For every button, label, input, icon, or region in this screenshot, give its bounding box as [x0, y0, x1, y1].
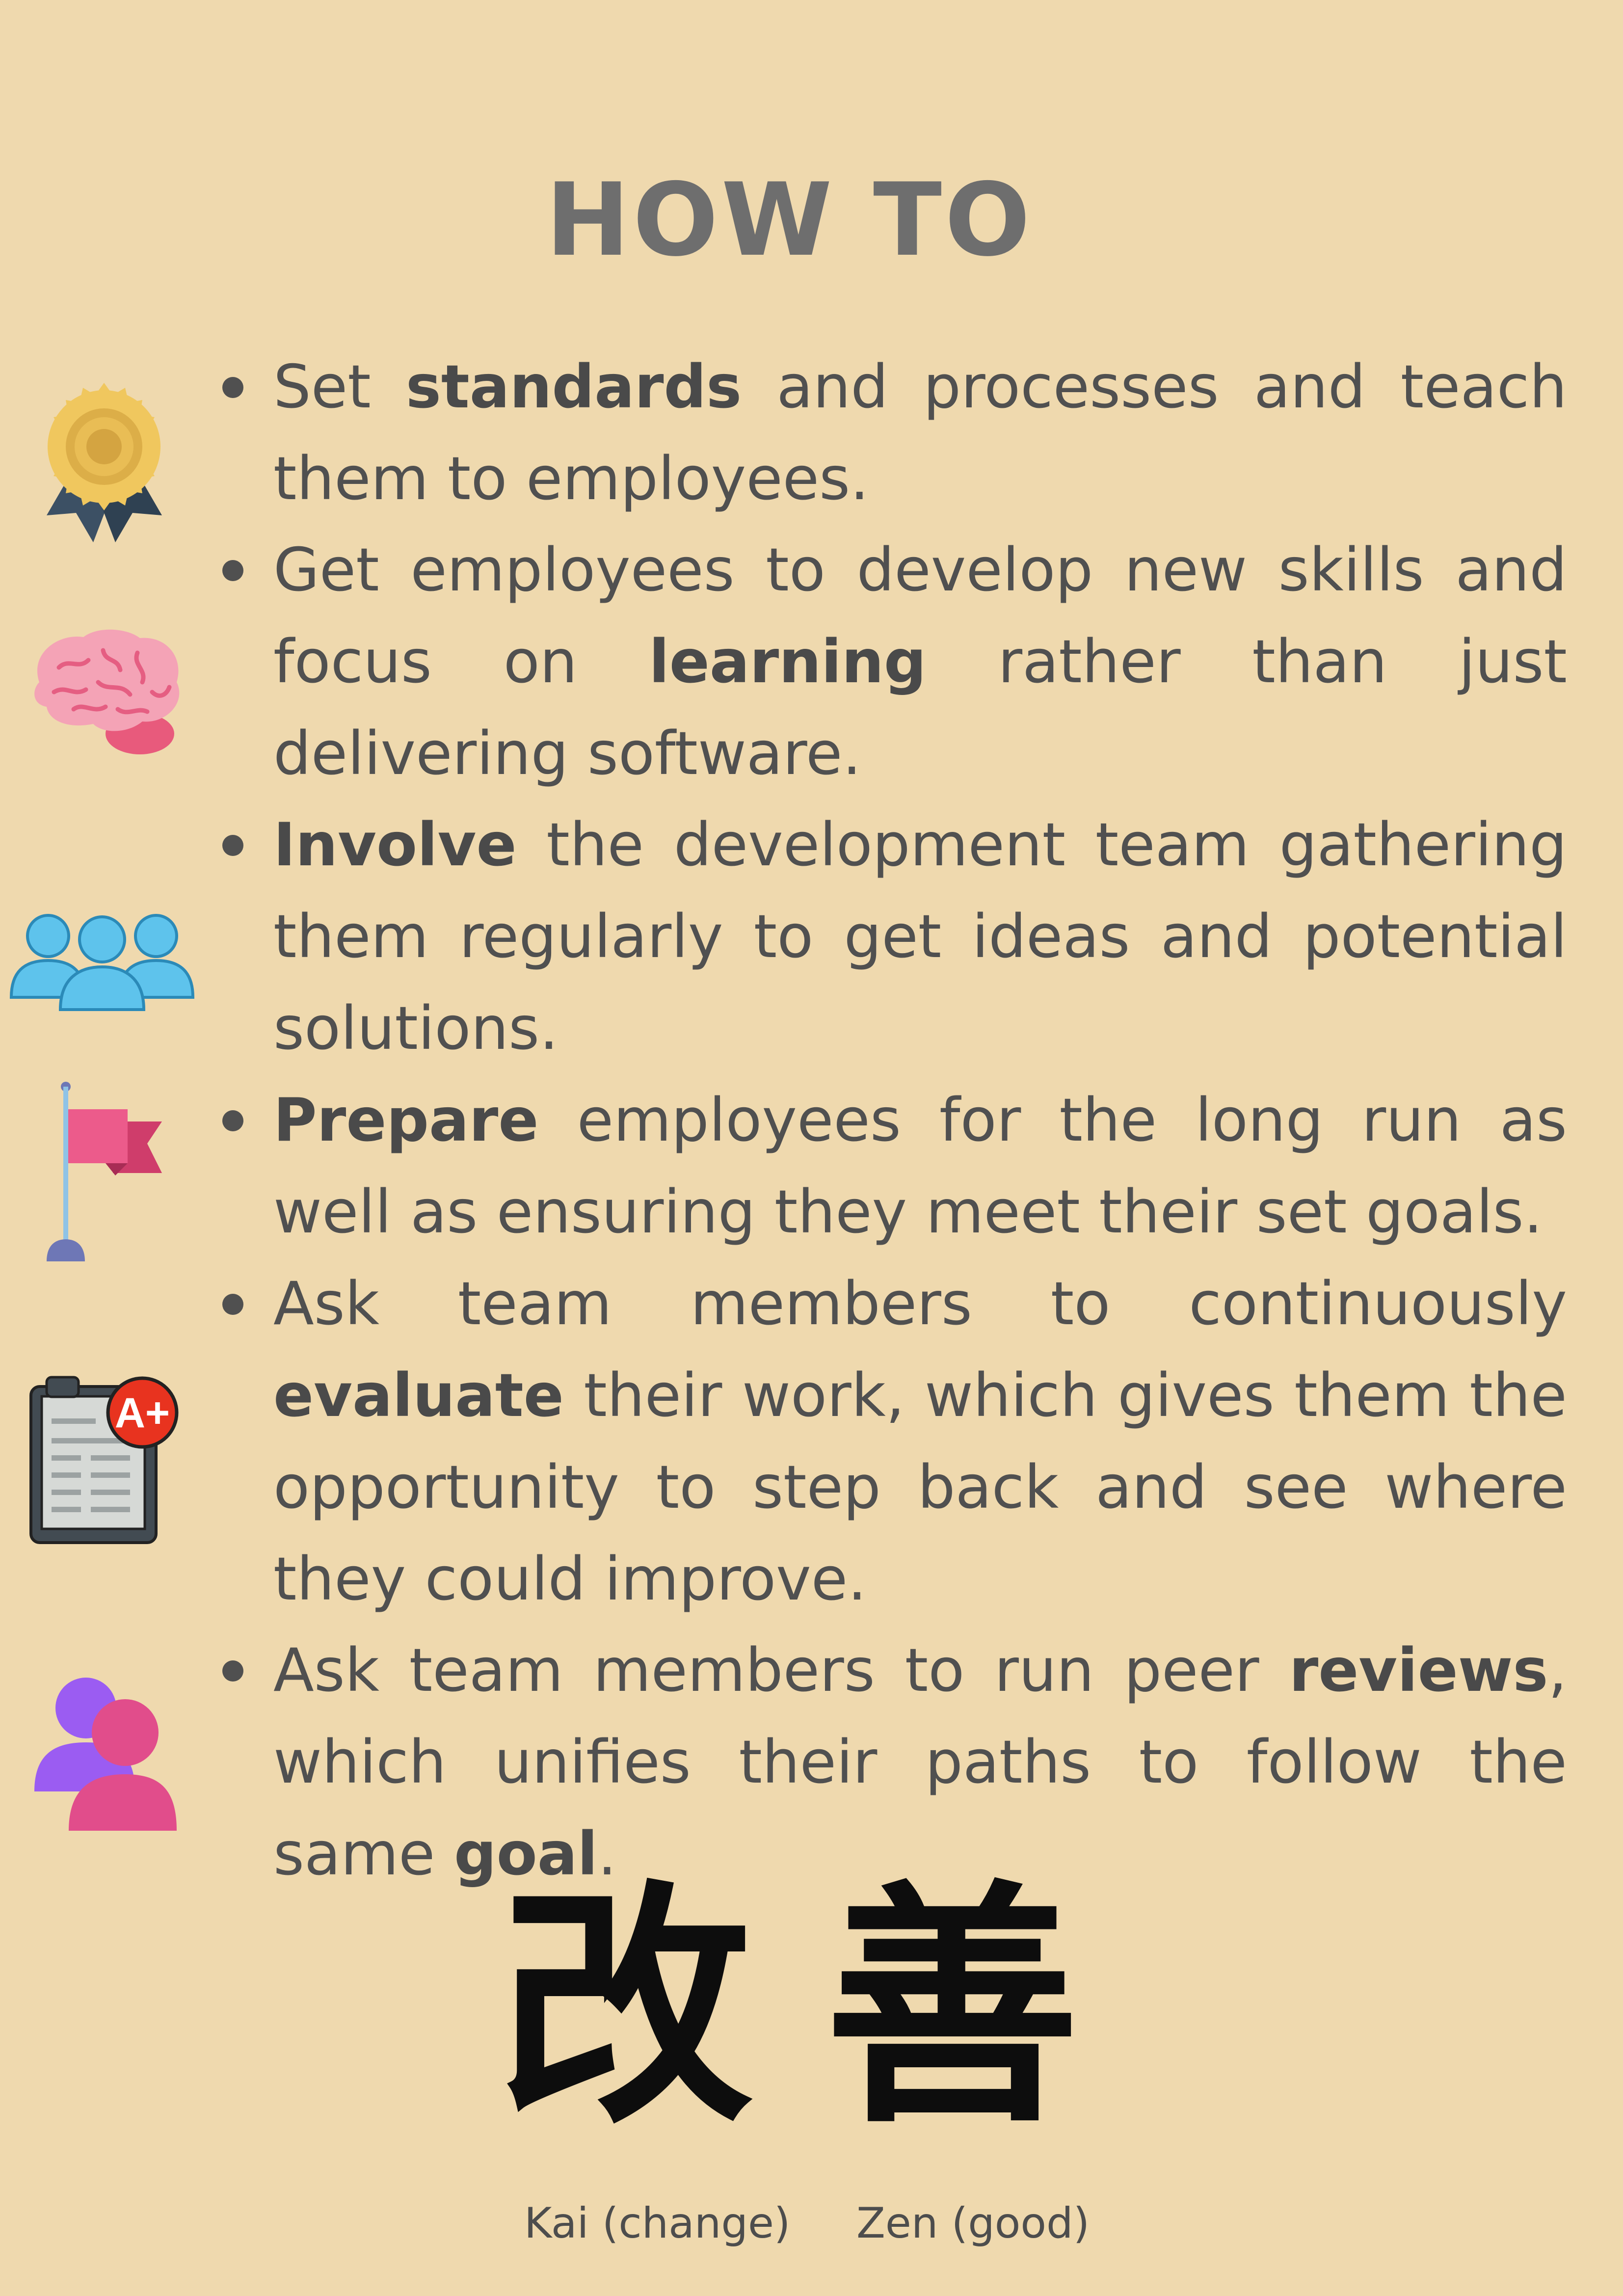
list-item-reviews: Ask team members to run peer reviews, wh…: [222, 1625, 1567, 1900]
award-medal-icon: [47, 383, 162, 542]
kanji-kai: 改: [498, 1857, 753, 2157]
page-title: HOW TO: [545, 162, 1034, 279]
team-group-icon: [9, 914, 195, 1011]
list-item-involve: Involve the development team gathering t…: [222, 799, 1567, 1074]
caption-kai: Kai (change): [524, 2199, 791, 2248]
list-item-learning: Get employees to develop new skills and …: [222, 524, 1567, 800]
list-item-evaluate: Ask team members to continuously evaluat…: [222, 1258, 1567, 1625]
list-item-standards: Set standards and processes and teach th…: [222, 341, 1567, 525]
brain-icon: [34, 629, 180, 754]
caption-zen: Zen (good): [856, 2199, 1090, 2248]
grade-label: A+: [115, 1389, 170, 1437]
goal-flag-icon: [47, 1082, 162, 1261]
list-item-prepare: Prepare employees for the long run as we…: [222, 1074, 1567, 1258]
kanji-zen: 善: [825, 1857, 1080, 2157]
peer-users-icon: [34, 1678, 177, 1831]
grade-clipboard-icon: A+: [29, 1376, 179, 1544]
